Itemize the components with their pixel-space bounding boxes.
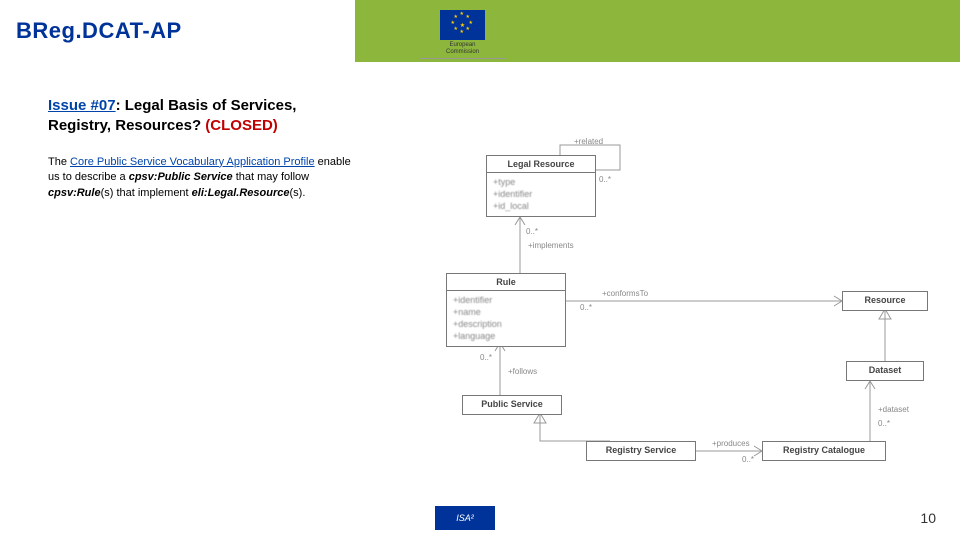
vocab-link[interactable]: Core Public Service Vocabulary Applicati… (70, 156, 315, 168)
conn-label-related: +related (574, 137, 603, 146)
uml-box-resource: Resource (842, 291, 928, 311)
conn-mult-follows: 0..* (480, 353, 492, 362)
conn-mult-produces: 0..* (742, 455, 754, 464)
title-box: BReg.DCAT-AP (0, 0, 355, 62)
isa-logo: ISA² (435, 506, 495, 530)
uml-box-legal: Legal Resource+type+identifier+id_local (486, 155, 596, 217)
conn-label-follows: +follows (508, 367, 537, 376)
conn-mult-dataset: 0..* (878, 419, 890, 428)
page-number: 10 (920, 510, 936, 526)
uml-box-regcat: Registry Catalogue (762, 441, 886, 461)
ec-logo-label: EuropeanCommission (446, 42, 479, 55)
conn-label-dataset: +dataset (878, 405, 909, 414)
ec-logo: ★★ ★★ ★★ ★★ EuropeanCommission (420, 10, 505, 70)
uml-box-name: Registry Catalogue (763, 442, 885, 458)
uml-box-name: Legal Resource (487, 156, 595, 173)
uml-box-name: Public Service (463, 396, 561, 412)
content-left: Issue #07: Legal Basis of Services, Regi… (48, 96, 358, 202)
uml-box-rule: Rule+identifier+name+description+languag… (446, 273, 566, 347)
uml-box-name: Rule (447, 274, 565, 291)
eu-flag-icon: ★★ ★★ ★★ ★★ (440, 10, 485, 40)
conn-mult-related: 0..* (599, 175, 611, 184)
page-title: BReg.DCAT-AP (16, 18, 182, 44)
uml-box-pubsvc: Public Service (462, 395, 562, 415)
uml-box-regsvc: Registry Service (586, 441, 696, 461)
uml-box-name: Dataset (847, 362, 923, 378)
conn-mult-conformsto: 0..* (580, 303, 592, 312)
conn-label-produces: +produces (712, 439, 750, 448)
uml-box-attrs: +type+identifier+id_local (487, 173, 595, 215)
uml-box-dataset: Dataset (846, 361, 924, 381)
issue-link[interactable]: Issue #07 (48, 97, 116, 114)
closed-badge: (CLOSED) (205, 117, 278, 134)
issue-body: The Core Public Service Vocabulary Appli… (48, 155, 358, 203)
uml-diagram: +related 0..* +implements 0..* +follows … (380, 135, 940, 475)
issue-heading: Issue #07: Legal Basis of Services, Regi… (48, 96, 358, 137)
uml-box-name: Resource (843, 292, 927, 308)
conn-label-conformsto: +conformsTo (602, 289, 648, 298)
conn-mult-implements: 0..* (526, 227, 538, 236)
conn-label-implements: +implements (528, 241, 574, 250)
uml-box-name: Registry Service (587, 442, 695, 458)
uml-box-attrs: +identifier+name+description+language (447, 291, 565, 346)
